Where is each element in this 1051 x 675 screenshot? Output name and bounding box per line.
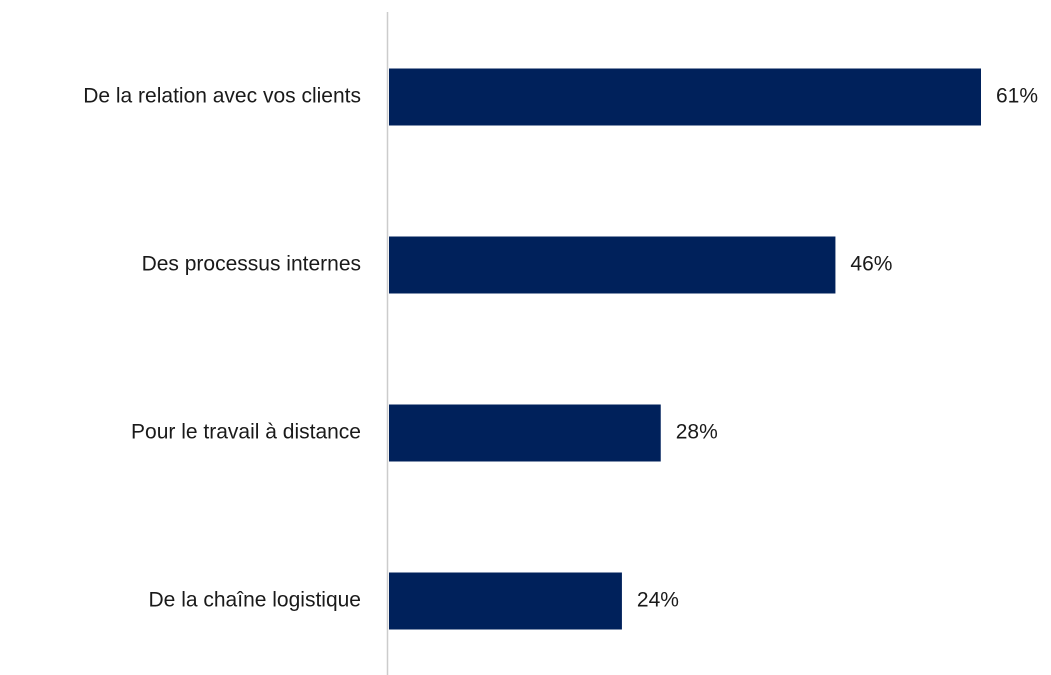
- value-label: 61%: [996, 85, 1038, 108]
- bar: [389, 236, 836, 294]
- category-label: De la chaîne logistique: [149, 589, 361, 612]
- category-label: Pour le travail à distance: [131, 421, 361, 444]
- category-label: Des processus internes: [142, 253, 361, 276]
- bar: [389, 68, 981, 126]
- bar: [389, 404, 661, 462]
- value-label: 28%: [676, 421, 718, 444]
- bar: [389, 572, 622, 630]
- value-label: 24%: [637, 589, 679, 612]
- category-label: De la relation avec vos clients: [83, 85, 361, 108]
- value-label: 46%: [850, 253, 892, 276]
